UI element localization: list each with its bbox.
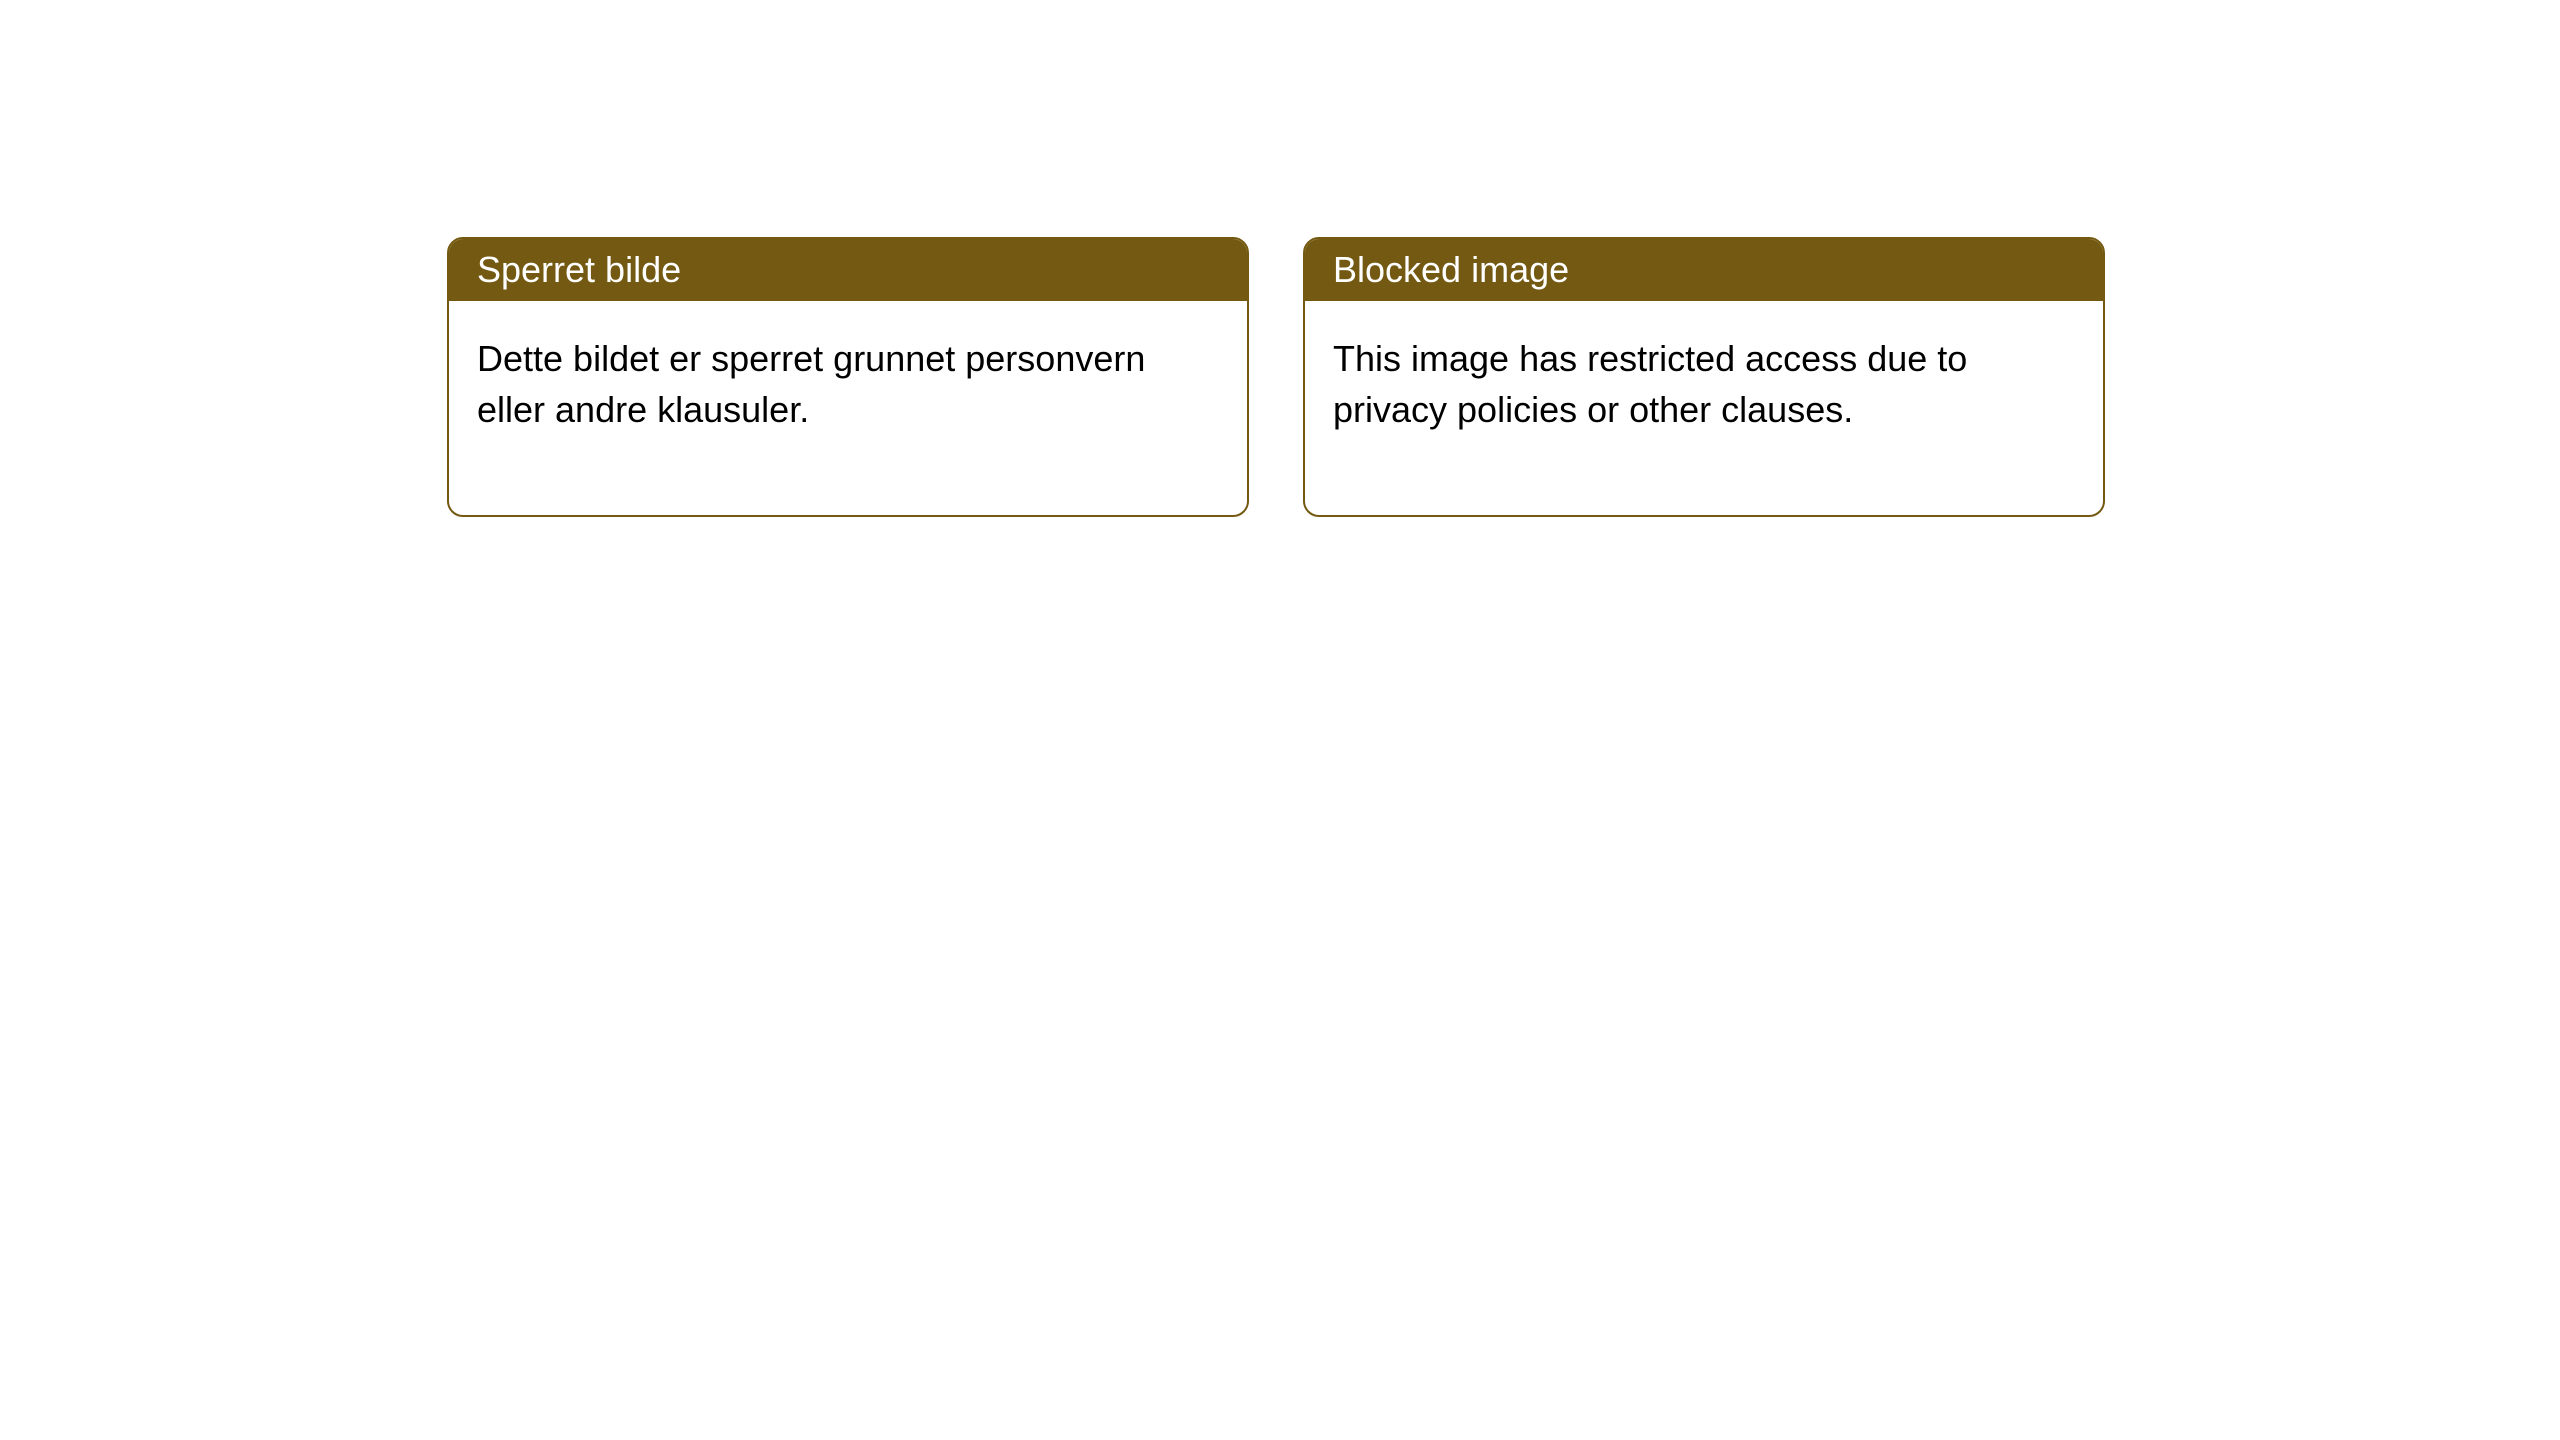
notice-container: Sperret bilde Dette bildet er sperret gr… bbox=[0, 0, 2560, 517]
card-message: Dette bildet er sperret grunnet personve… bbox=[477, 338, 1145, 430]
card-body: This image has restricted access due to … bbox=[1305, 301, 2103, 515]
card-title: Blocked image bbox=[1333, 249, 1569, 290]
card-header: Sperret bilde bbox=[449, 239, 1247, 301]
card-title: Sperret bilde bbox=[477, 249, 681, 290]
blocked-image-card-en: Blocked image This image has restricted … bbox=[1303, 237, 2105, 517]
blocked-image-card-no: Sperret bilde Dette bildet er sperret gr… bbox=[447, 237, 1249, 517]
card-body: Dette bildet er sperret grunnet personve… bbox=[449, 301, 1247, 515]
card-header: Blocked image bbox=[1305, 239, 2103, 301]
card-message: This image has restricted access due to … bbox=[1333, 338, 1967, 430]
